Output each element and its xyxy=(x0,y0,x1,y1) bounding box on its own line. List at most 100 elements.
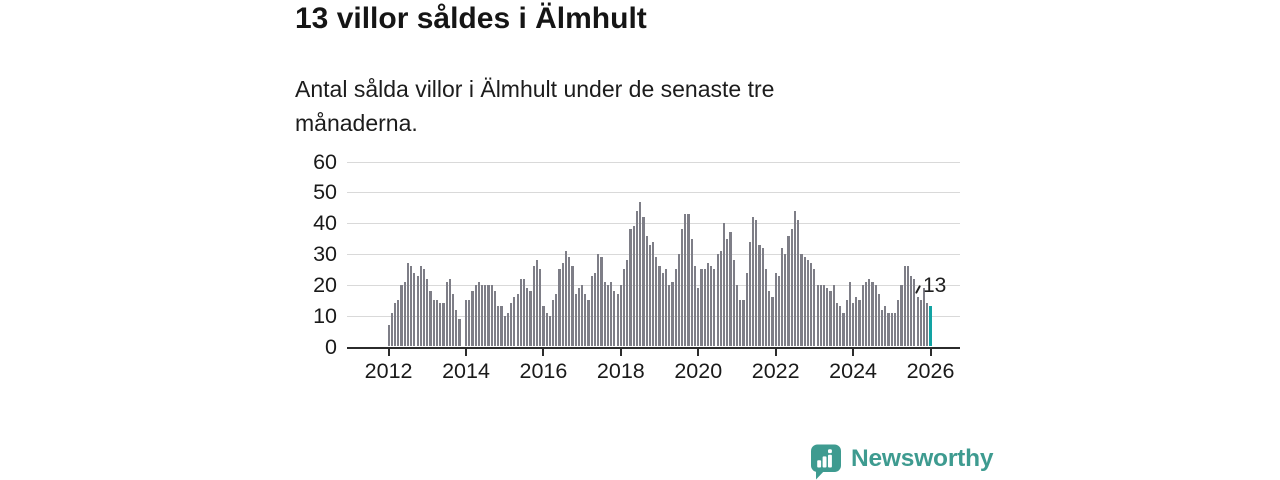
bar xyxy=(710,266,713,347)
bar xyxy=(658,266,661,347)
bar xyxy=(787,235,790,347)
bar xyxy=(716,254,719,347)
bar xyxy=(552,300,555,347)
bar xyxy=(535,260,539,347)
bar xyxy=(522,278,526,347)
x-axis-tick-label: 2024 xyxy=(829,358,878,383)
bar xyxy=(555,294,558,347)
bar xyxy=(922,287,926,347)
bar xyxy=(481,284,484,347)
bar xyxy=(400,284,403,347)
bar xyxy=(835,303,839,347)
bar xyxy=(571,266,574,347)
bar xyxy=(874,284,877,347)
bar xyxy=(542,306,545,347)
bar xyxy=(742,300,745,347)
bar xyxy=(855,297,858,347)
bar xyxy=(597,254,600,347)
brand-name: Newsworthy xyxy=(851,445,994,472)
bar xyxy=(690,238,693,347)
bar xyxy=(622,269,626,347)
bar xyxy=(768,291,771,347)
bar xyxy=(848,281,851,347)
bar xyxy=(455,309,458,347)
bar xyxy=(722,223,726,347)
bar xyxy=(516,294,519,347)
bar xyxy=(471,291,474,347)
x-axis-tick-mark xyxy=(774,349,777,356)
y-axis-tick-label: 0 xyxy=(325,334,337,359)
bar xyxy=(606,284,610,347)
bar xyxy=(813,269,816,347)
x-axis-tick-mark xyxy=(387,349,390,356)
bar xyxy=(619,284,622,347)
bar xyxy=(435,300,439,347)
bar xyxy=(452,294,455,347)
y-axis-tick-label: 60 xyxy=(313,149,337,174)
bar xyxy=(903,266,906,347)
bar xyxy=(826,287,829,347)
bar xyxy=(474,284,477,347)
bar xyxy=(706,263,710,347)
bar xyxy=(577,287,580,347)
bar xyxy=(603,281,606,347)
newsworthy-logo: Newsworthy xyxy=(810,444,994,480)
gridline xyxy=(347,223,960,225)
bar xyxy=(790,229,793,347)
bar xyxy=(697,287,700,347)
bar xyxy=(558,269,561,347)
bar xyxy=(426,278,429,347)
y-axis-tick-label: 40 xyxy=(313,211,337,236)
bar xyxy=(600,257,603,347)
x-axis-tick-mark xyxy=(697,349,700,356)
bar xyxy=(735,284,739,347)
bar xyxy=(755,220,758,347)
gridline xyxy=(347,192,960,194)
bar xyxy=(906,266,910,347)
bar xyxy=(868,278,871,347)
x-axis-tick-label: 2016 xyxy=(519,358,568,383)
bar xyxy=(677,254,680,347)
bar xyxy=(635,210,639,347)
bar xyxy=(564,250,568,347)
bar xyxy=(784,254,787,347)
bar xyxy=(822,284,826,347)
bar xyxy=(829,291,832,347)
x-axis-tick-mark xyxy=(542,349,545,356)
bar xyxy=(410,266,413,347)
x-axis-tick-mark xyxy=(852,349,855,356)
bar xyxy=(671,281,674,347)
bar xyxy=(506,312,510,347)
bar xyxy=(681,229,684,347)
highlighted-bar xyxy=(929,306,932,347)
bar xyxy=(761,247,764,347)
x-axis-line xyxy=(347,346,960,349)
bar xyxy=(664,269,668,347)
bar xyxy=(477,281,480,347)
bar xyxy=(403,281,406,347)
bar xyxy=(513,297,516,347)
bar xyxy=(587,300,590,347)
x-axis-tick-mark xyxy=(619,349,622,356)
bar xyxy=(464,300,468,347)
bar xyxy=(700,269,703,347)
bar xyxy=(748,241,751,347)
page-title: 13 villor såldes i Älmhult xyxy=(295,2,647,35)
bar xyxy=(610,281,613,347)
bar xyxy=(632,226,635,347)
bar xyxy=(510,303,513,347)
bar xyxy=(581,284,584,347)
bar xyxy=(852,303,855,347)
bar xyxy=(397,300,400,347)
bar xyxy=(442,303,445,347)
bar xyxy=(448,278,451,347)
bar xyxy=(413,272,416,347)
bar xyxy=(810,263,813,347)
bar xyxy=(774,272,777,347)
x-axis-tick-label: 2014 xyxy=(442,358,490,383)
bar xyxy=(613,291,616,347)
bar xyxy=(884,306,887,347)
bar xyxy=(419,266,422,347)
bar xyxy=(758,244,761,347)
